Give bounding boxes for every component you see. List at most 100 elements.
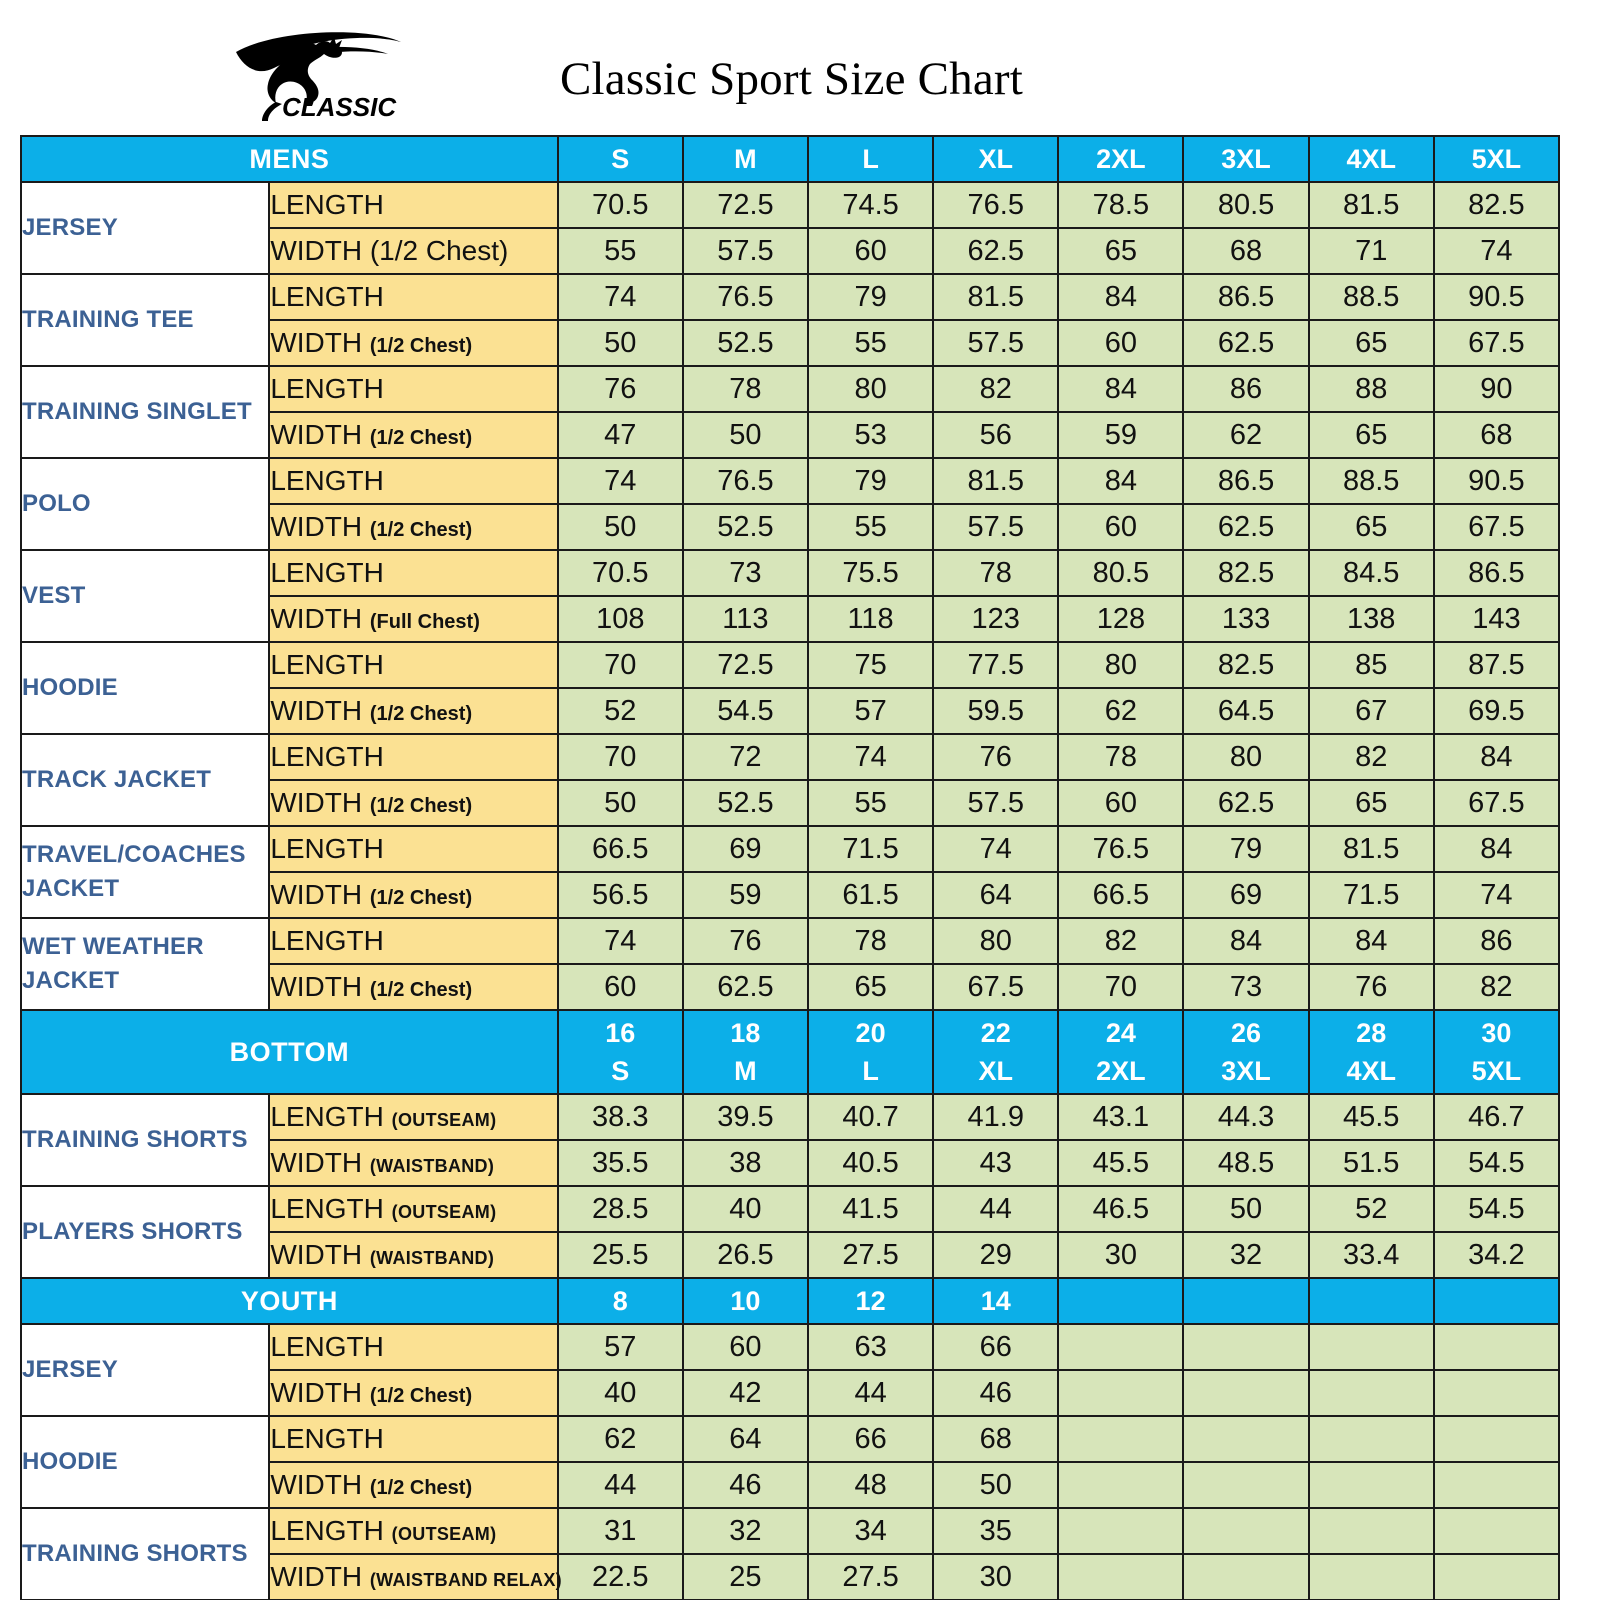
measurement-value: 82.5 [1182,549,1310,597]
empty-cell [1057,1323,1185,1371]
size-column-header: 5XL [1432,135,1561,183]
measurement-value: 70 [556,733,684,781]
measurement-value: 66.5 [556,825,684,873]
measurement-value: 72.5 [681,181,810,229]
measurement-value: 69 [1182,871,1310,919]
measurement-value: 78 [681,365,810,413]
measurement-value: 81.5 [1307,181,1435,229]
measurement-value: 84.5 [1307,549,1435,597]
product-label: HOODIE [19,1415,271,1509]
measurement-value: 62.5 [681,963,810,1011]
measurement-value: 64.5 [1182,687,1310,735]
measurement-value: 76.5 [681,273,810,321]
measurement-value: 55 [806,779,935,827]
empty-cell [1307,1369,1435,1417]
measurement-value: 79 [1182,825,1310,873]
measurement-value: 55 [806,503,935,551]
measurement-label: WIDTH (1/2 Chest) [268,1461,559,1509]
measurement-value: 67 [1307,687,1435,735]
measurement-value: 79 [806,273,935,321]
measurement-value: 81.5 [1307,825,1435,873]
empty-cell [1432,1369,1561,1417]
measurement-value: 71 [1307,227,1435,275]
chart-header: CLASSIC Classic Sport Size Chart [0,0,1600,135]
measurement-value: 59.5 [932,687,1060,735]
measurement-value: 85 [1307,641,1435,689]
product-label: WET WEATHER JACKET [19,917,271,1011]
measurement-value: 80 [1182,733,1310,781]
measurement-name: LENGTH [270,1193,384,1224]
measurement-value: 54.5 [1432,1185,1561,1233]
measurement-note: (WAISTBAND) [369,1248,495,1268]
measurement-value: 57 [806,687,935,735]
table-row: WIDTH (1/2 Chest) 52 54.5 57 59.5 62 64.5 67 69.… [21,687,1561,735]
measurement-value: 75.5 [806,549,935,597]
measurement-value: 84 [1432,733,1561,781]
size-letter: 2XL [1096,1056,1146,1086]
classic-kangaroo-logo: CLASSIC [196,24,416,124]
measurement-value: 64 [932,871,1060,919]
table-row: JERSEY LENGTH 57 60 63 66 [19,1323,1561,1417]
measurement-value: 41.5 [806,1185,935,1233]
measurement-note: (OUTSEAM) [391,1202,497,1222]
measurement-value: 79 [806,457,935,505]
measurement-value: 71.5 [1307,871,1435,919]
measurement-value: 52.5 [681,779,810,827]
measurement-note: (1/2 Chest) [369,979,473,1001]
measurement-value: 34 [806,1507,935,1555]
measurement-value: 60 [1057,319,1185,367]
table-row: TRACK JACKET LENGTH 70 72 74 76 78 80 82 84 [19,733,1561,827]
measurement-value: 77.5 [932,641,1060,689]
measurement-value: 68 [932,1415,1060,1463]
table-row: TRAINING SINGLET LENGTH 76 78 80 82 84 86 88 90 [19,365,1561,459]
measurement-name: WIDTH [270,1239,363,1270]
empty-cell [1057,1507,1185,1555]
size-column-header: 26 3XL [1182,1009,1310,1095]
measurement-label: WIDTH (1/2 Chest) [268,963,559,1011]
measurement-value: 84 [1057,273,1185,321]
measurement-value: 46 [932,1369,1060,1417]
size-column-header [1432,1277,1561,1325]
measurement-value: 60 [1057,503,1185,551]
measurement-value: 59 [681,871,810,919]
measurement-value: 82 [1307,733,1435,781]
measurement-label: WIDTH (WAISTBAND) [268,1231,559,1279]
measurement-value: 90.5 [1432,273,1561,321]
measurement-value: 48 [806,1461,935,1509]
measurement-value: 88.5 [1307,273,1435,321]
size-column-header: 22 XL [932,1009,1060,1095]
empty-cell [1307,1415,1435,1463]
table-row: WIDTH (WAISTBAND RELAX) 22.5 25 27.5 30 [21,1553,1561,1600]
size-column-header: 12 [806,1277,935,1325]
size-column-header [1307,1277,1435,1325]
product-label: HOODIE [19,641,271,735]
measurement-value: 48.5 [1182,1139,1310,1187]
measurement-value: 57 [556,1323,684,1371]
section-header-row: MENS S M L XL 2XL 3XL 4XL 5XL [20,135,1561,183]
size-column-header [1057,1277,1185,1325]
size-column-header: XL [932,135,1060,183]
size-letter: 3XL [1221,1056,1271,1086]
table-row: WIDTH (1/2 Chest) 50 52.5 55 57.5 60 62.5 65 67.… [21,503,1561,551]
measurement-value: 50 [556,503,684,551]
measurement-value: 80.5 [1057,549,1185,597]
measurement-value: 74 [1432,227,1561,275]
size-numeric: 26 [1231,1018,1262,1048]
section-title-bottom: BOTTOM [20,1009,559,1095]
measurement-label: LENGTH [268,181,559,229]
size-letter: S [611,1056,630,1086]
measurement-value: 113 [681,595,810,643]
size-column-header: 8 [556,1277,684,1325]
table-row: WIDTH (Full Chest) 108 113 118 123 128 133 138 1… [21,595,1561,643]
size-column-header: 2XL [1057,135,1185,183]
measurement-label: WIDTH (1/2 Chest) [268,411,559,459]
empty-cell [1057,1415,1185,1463]
measurement-value: 22.5 [556,1553,684,1600]
measurement-note: (1/2 Chest) [369,235,509,266]
table-row: TRAVEL/COACHES JACKET LENGTH 66.5 69 71.5 74 7… [19,825,1561,919]
measurement-value: 62 [556,1415,684,1463]
size-numeric: 16 [605,1018,636,1048]
measurement-value: 34.2 [1432,1231,1561,1279]
measurement-value: 50 [556,319,684,367]
measurement-value: 26.5 [681,1231,810,1279]
